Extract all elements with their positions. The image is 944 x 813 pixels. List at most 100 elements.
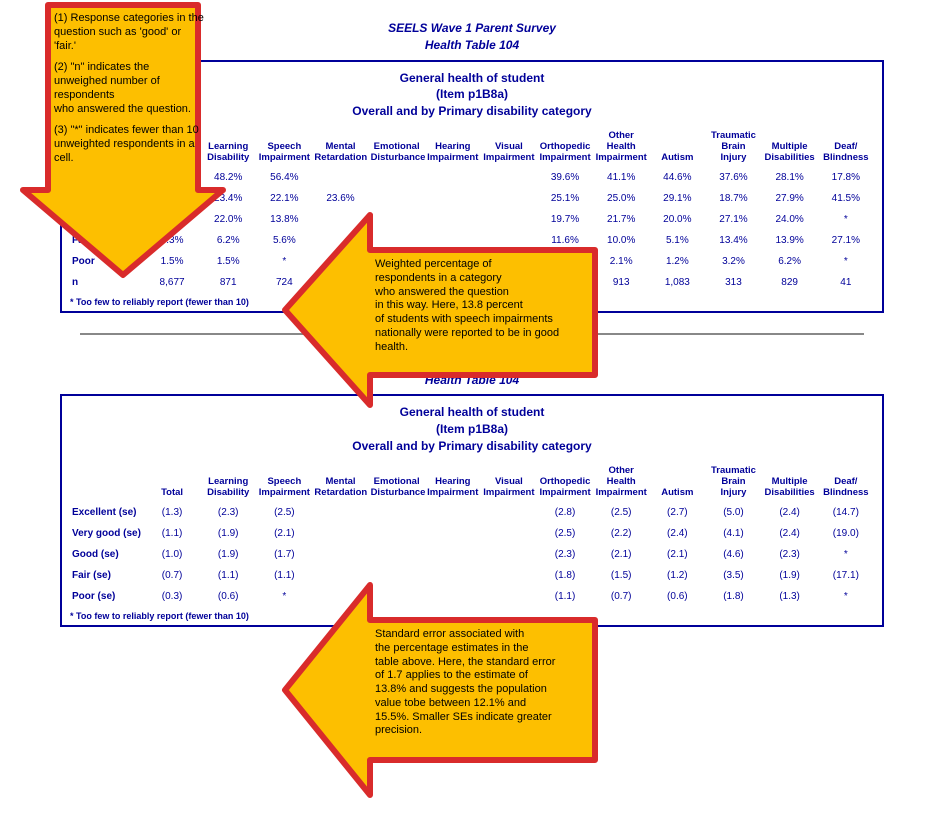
cell: (4.1) [705, 523, 761, 544]
cell [369, 523, 425, 544]
cell: (1.8) [705, 586, 761, 607]
column-header: Total [144, 463, 200, 502]
cell: 41.5% [818, 188, 874, 209]
row-label: Poor (se) [70, 586, 144, 607]
cell: (0.7) [144, 565, 200, 586]
cell [369, 230, 425, 251]
survey-title-line1: SEELS Wave 1 Parent Survey [388, 21, 556, 35]
c3-l5: 13.8% and suggests the population [375, 683, 585, 697]
cell: 29.1% [649, 188, 705, 209]
cell: 20.0% [649, 209, 705, 230]
survey-title-line2: Health Table 104 [425, 38, 519, 52]
column-header: OrthopedicImpairment [537, 128, 593, 167]
column-header: VisualImpairment [481, 463, 537, 502]
c3-l8: precision. [375, 724, 585, 738]
cell [481, 523, 537, 544]
cell: * [818, 251, 874, 272]
cell: (5.0) [705, 502, 761, 523]
cell: 1.5% [144, 251, 200, 272]
cell: 41.1% [593, 167, 649, 188]
cell: (1.1) [144, 523, 200, 544]
cell: 27.1% [705, 209, 761, 230]
column-header: OtherHealthImpairment [593, 463, 649, 502]
column-header: HearingImpairment [425, 463, 481, 502]
table2-header-l1: General health of student [400, 405, 545, 419]
cell: (1.3) [144, 502, 200, 523]
cell: (0.6) [200, 586, 256, 607]
health-table-2: TotalLearningDisabilitySpeechImpairmentM… [70, 463, 874, 607]
cell: 19.6% [144, 209, 200, 230]
cell [425, 586, 481, 607]
table-row: Fair (se)(0.7)(1.1)(1.1)(1.8)(1.5)(1.2)(… [70, 565, 874, 586]
cell: 44.6% [649, 167, 705, 188]
row-label: Good (se) [70, 544, 144, 565]
table1-header-l1: General health of student [400, 71, 545, 85]
cell [312, 586, 368, 607]
cell: (1.9) [200, 544, 256, 565]
table2-header: General health of student (Item p1B8a) O… [70, 404, 874, 454]
cell [481, 272, 537, 293]
c3-l3: table above. Here, the standard error [375, 656, 585, 670]
cell: (14.7) [818, 502, 874, 523]
cell [312, 167, 368, 188]
cell: 10.0% [593, 230, 649, 251]
table-row: Good19.6%22.0%13.8%19.7%21.7%20.0%27.1%2… [70, 209, 874, 230]
cell [481, 230, 537, 251]
cell: (2.3) [200, 502, 256, 523]
cell: 3.2% [705, 251, 761, 272]
survey-title2-line1: SEELS Wave 1 Parent Survey [388, 356, 556, 370]
cell: 41 [818, 272, 874, 293]
cell: (0.6) [649, 586, 705, 607]
cell: (2.3) [762, 544, 818, 565]
table2-footnote: * Too few to reliably report (fewer than… [70, 611, 874, 621]
cell [369, 544, 425, 565]
cell: 313 [705, 272, 761, 293]
cell: 5.1% [649, 230, 705, 251]
section-divider [80, 333, 864, 335]
cell [481, 565, 537, 586]
cell: 23.6% [312, 188, 368, 209]
column-header [70, 463, 144, 502]
cell [369, 209, 425, 230]
column-header: MultipleDisabilities [762, 463, 818, 502]
cell: 2.1% [593, 251, 649, 272]
cell: (2.4) [649, 523, 705, 544]
cell: 22.0% [200, 209, 256, 230]
cell: * [818, 209, 874, 230]
cell [369, 167, 425, 188]
cell: 8,677 [144, 272, 200, 293]
cell [481, 188, 537, 209]
cell [144, 167, 200, 188]
cell: (2.5) [593, 502, 649, 523]
row-label: n [70, 272, 144, 293]
cell: (1.2) [649, 565, 705, 586]
table2-box: General health of student (Item p1B8a) O… [60, 394, 884, 626]
cell: 7.3% [144, 230, 200, 251]
cell [312, 544, 368, 565]
column-header: TraumaticBrainInjury [705, 463, 761, 502]
table1-footnote: * Too few to reliably report (fewer than… [70, 297, 874, 307]
cell [481, 544, 537, 565]
cell [369, 586, 425, 607]
cell: 24.0% [762, 209, 818, 230]
cell [425, 502, 481, 523]
cell: 19.7% [537, 209, 593, 230]
cell [369, 565, 425, 586]
column-header: EmotionalDisturbance [369, 128, 425, 167]
cell: 6.2% [762, 251, 818, 272]
table1-header: General health of student (Item p1B8a) O… [70, 70, 874, 120]
table-row: Poor1.5%1.5%*4.0%2.1%1.2%3.2%6.2%* [70, 251, 874, 272]
table-row: Fair7.3%6.2%5.6%11.6%10.0%5.1%13.4%13.9%… [70, 230, 874, 251]
column-header: MultipleDisabilities [762, 128, 818, 167]
column-header: TraumaticBrainInjury [705, 128, 761, 167]
cell [312, 230, 368, 251]
cell: 22.1% [256, 188, 312, 209]
cell: 6.2% [200, 230, 256, 251]
cell [481, 586, 537, 607]
table1-header-l2: (Item p1B8a) [436, 87, 508, 101]
cell: 18.7% [705, 188, 761, 209]
cell: 27.1% [818, 230, 874, 251]
cell [369, 272, 425, 293]
table-row: Excellent (se)(1.3)(2.3)(2.5)(2.8)(2.5)(… [70, 502, 874, 523]
cell: (0.3) [144, 586, 200, 607]
